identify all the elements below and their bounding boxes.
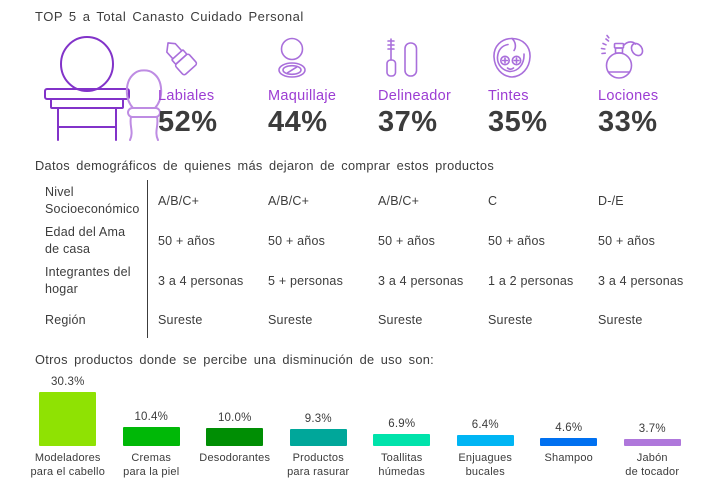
table-cell: D-/E [598,194,624,208]
product-value: 33% [598,106,658,138]
table-cell: 50 + años [268,234,326,248]
product-stat-lociones: Lociones 33% [598,34,708,139]
product-label: Labiales [158,88,215,104]
product-label: Maquillaje [268,88,337,104]
bar-value-label: 6.4% [471,419,499,431]
bar-column: 6.9% Toallitas húmedas [360,370,444,480]
face-mask-icon [488,34,536,86]
mascara-icon [378,34,426,86]
perfume-atomizer-icon [598,34,646,86]
bar [623,439,681,446]
bar-column: 6.4% Enjuagues bucales [444,370,528,480]
product-stat-delineador: Delineador 37% [378,34,488,139]
bar-category-label: Desodorantes [199,452,271,464]
bar-category-label: Productos para rasurar [287,452,350,479]
table-cell: 5 + personas [268,274,344,288]
product-value: 44% [268,106,328,138]
bar [39,392,97,446]
product-label: Lociones [598,88,659,104]
table-row-label: Edad del Ama de casa [40,222,148,260]
table-cell: 3 a 4 personas [598,274,684,288]
table-cell: Sureste [158,313,203,327]
bar [456,435,514,446]
bar-column: 9.3% Productos para rasurar [277,370,361,480]
bar-chart-heading: Otros productos donde se percibe una dis… [35,352,435,367]
table-cell: Sureste [488,313,533,327]
top-products-row: Labiales 52% Maquillaje 44% [158,34,708,139]
table-cell: A/B/C+ [378,194,420,208]
bar [206,428,264,446]
bar-value-label: 3.7% [638,423,666,435]
bar [289,429,347,446]
product-stat-maquillaje: Maquillaje 44% [268,34,378,139]
table-cell: 50 + años [488,234,546,248]
table-cell: 50 + años [378,234,436,248]
bar-value-label: 10.4% [134,411,169,423]
product-stat-tintes: Tintes 35% [488,34,598,139]
bar-value-label: 6.9% [388,418,416,430]
bar-category-label: Cremas para la piel [123,452,180,479]
product-value: 52% [158,106,218,138]
bar-value-label: 30.3% [50,376,85,388]
table-cell: 50 + años [158,234,216,248]
table-cell: Sureste [268,313,313,327]
product-value: 37% [378,106,438,138]
bar-category-label: Shampoo [544,452,593,464]
bar-column: 10.4% Cremas para la piel [110,370,194,480]
bar-category-label: Enjuagues bucales [458,452,513,479]
bar [122,427,180,446]
page-title: TOP 5 a Total Canasto Cuidado Personal [35,9,304,24]
demographics-table: Nivel Socioeconómico A/B/C+ A/B/C+ A/B/C… [40,180,698,338]
product-value: 35% [488,106,548,138]
bar-category-label: Toallitas húmedas [378,452,426,479]
bar-value-label: 4.6% [555,422,583,434]
table-cell: 1 a 2 personas [488,274,574,288]
table-row-label: Integrantes del hogar [40,260,148,302]
table-row-label: Región [40,302,148,338]
table-cell: 50 + años [598,234,656,248]
lipstick-icon [158,34,206,86]
bar-value-label: 9.3% [304,413,332,425]
table-cell: 3 a 4 personas [378,274,464,288]
vanity-table-chair-icon [44,36,163,141]
product-stat-labiales: Labiales 52% [158,34,268,139]
bar [540,438,598,446]
table-cell: Sureste [378,313,423,327]
bar-column: 10.0% Desodorantes [193,370,277,480]
bar-column: 30.3% Modeladores para el cabello [26,370,110,480]
bar-value-label: 10.0% [217,412,252,424]
table-cell: 3 a 4 personas [158,274,244,288]
table-cell: A/B/C+ [268,194,310,208]
bar-column: 4.6% Shampoo [527,370,611,480]
compact-mirror-icon [268,34,316,86]
product-label: Tintes [488,88,529,104]
table-cell: Sureste [598,313,643,327]
decline-bar-chart: 30.3% Modeladores para el cabello 10.4% … [26,370,694,480]
bar-category-label: Modeladores para el cabello [30,452,106,479]
product-label: Delineador [378,88,452,104]
bar-column: 3.7% Jabón de tocador [611,370,695,480]
bar-category-label: Jabón de tocador [625,452,680,479]
demographics-heading: Datos demográficos de quienes más dejaro… [35,158,495,173]
table-row-label: Nivel Socioeconómico [40,180,148,222]
table-cell: C [488,194,498,208]
table-cell: A/B/C+ [158,194,200,208]
bar [373,434,431,446]
vanity-illustration [38,36,164,146]
